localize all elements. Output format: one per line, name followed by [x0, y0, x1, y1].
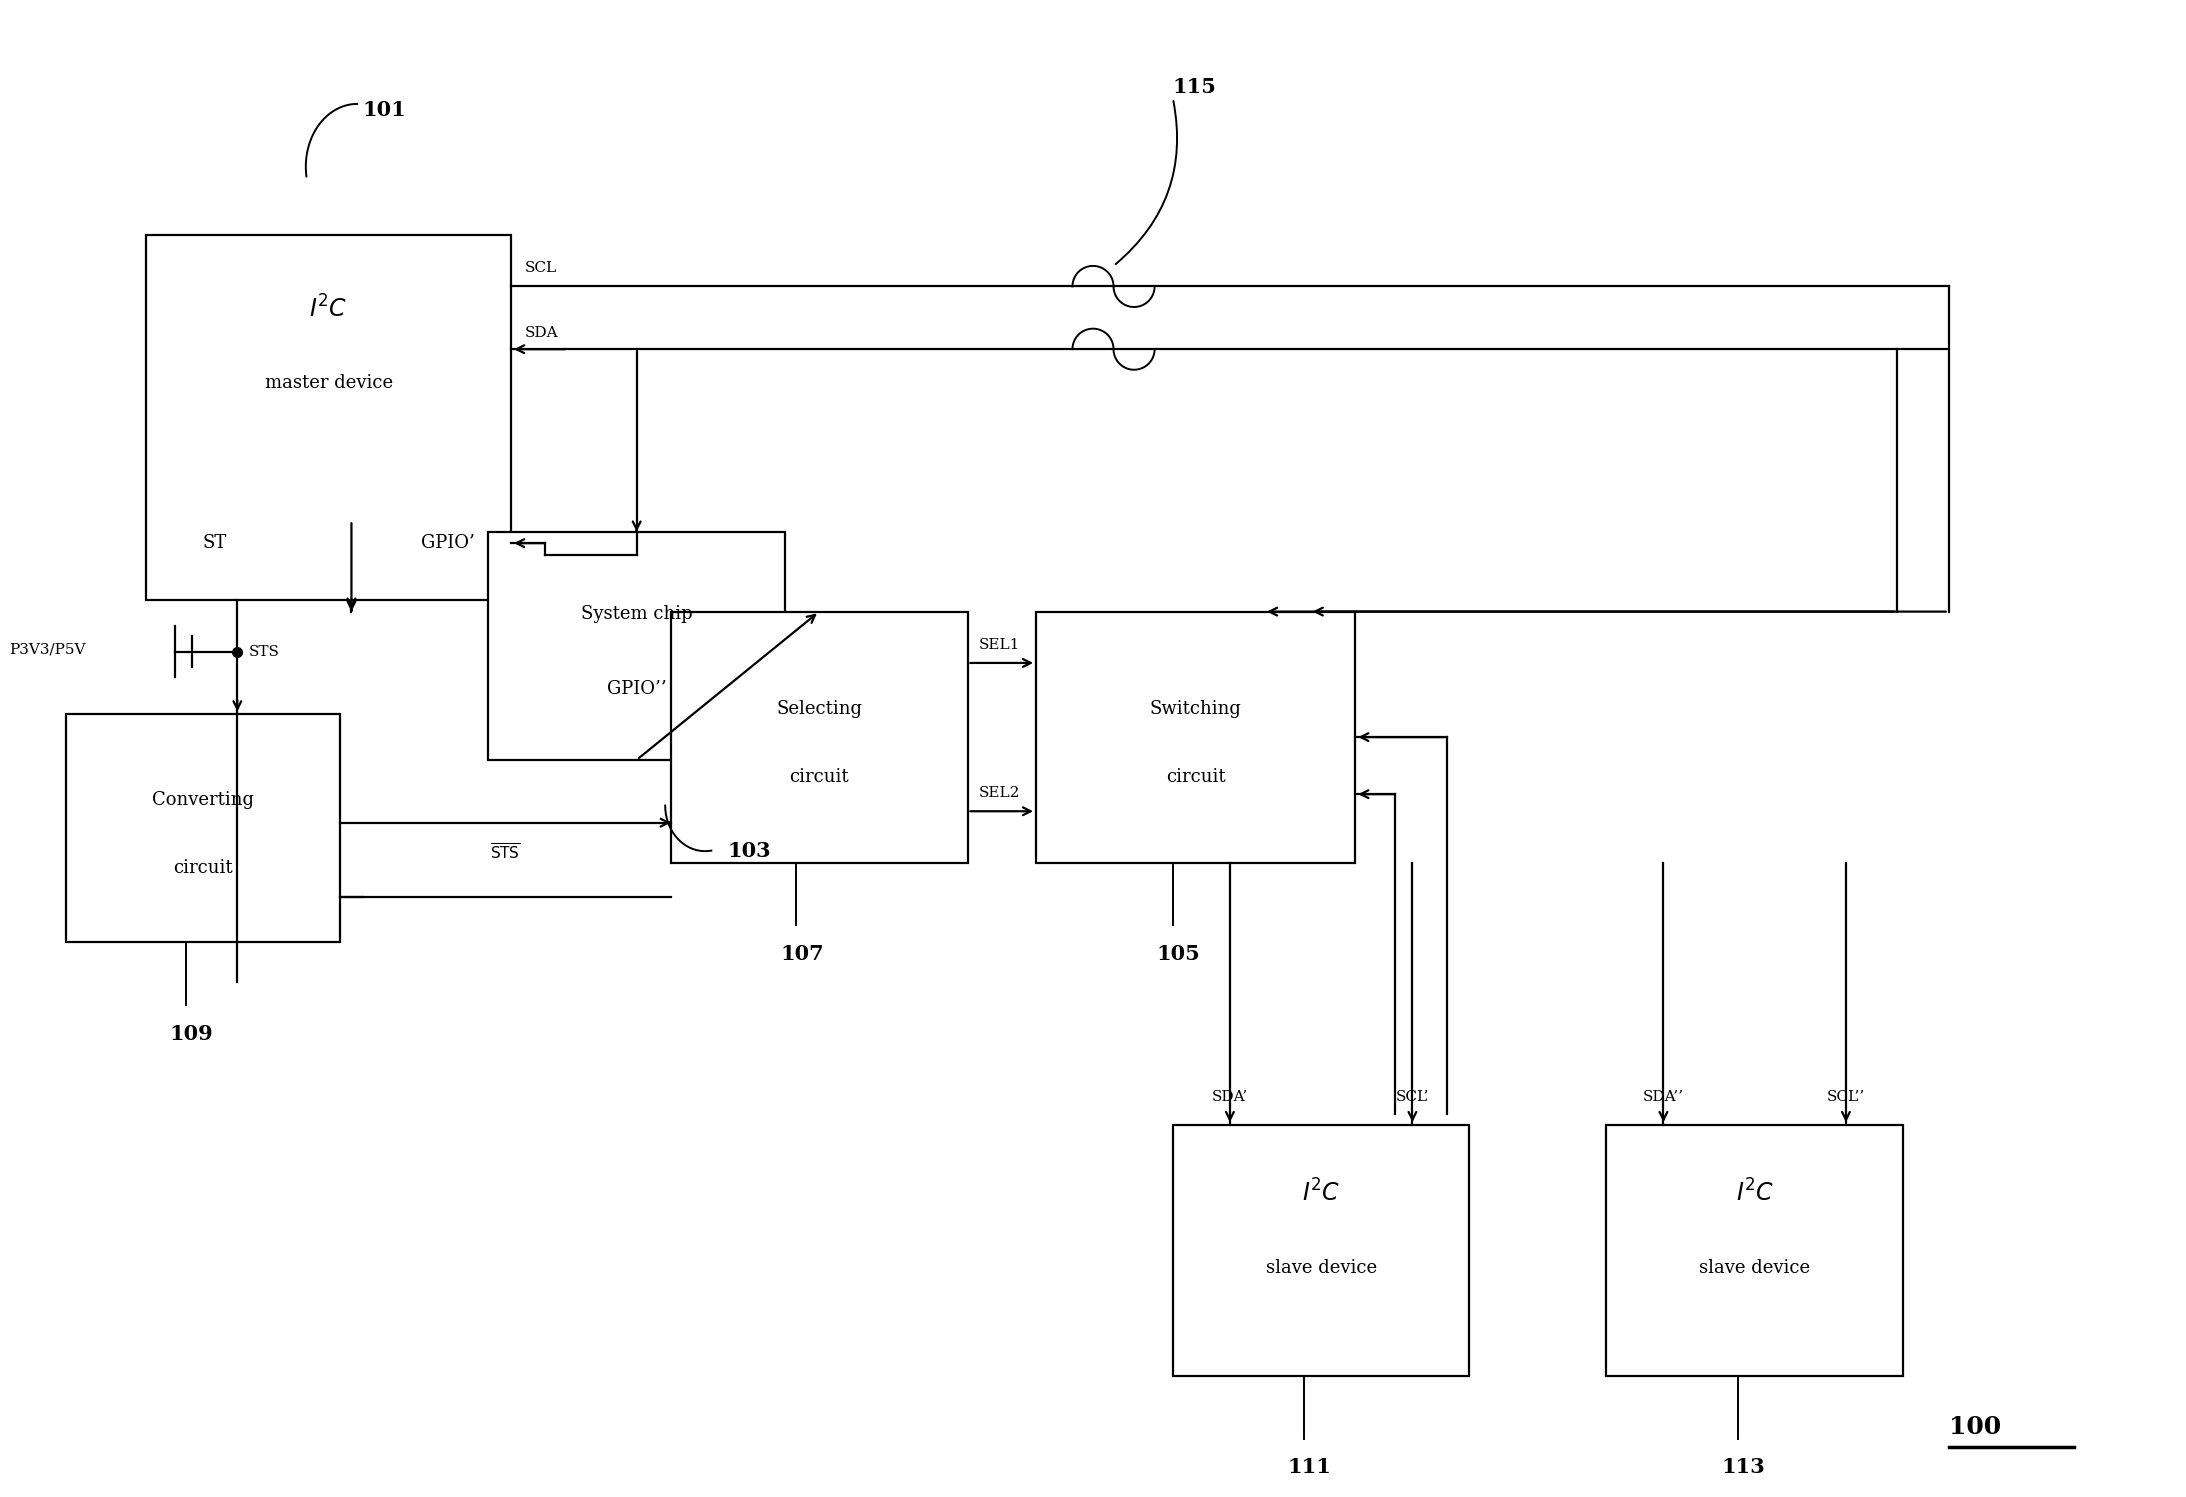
Text: 113: 113: [1720, 1457, 1764, 1478]
Text: SCL’’: SCL’’: [1827, 1090, 1865, 1105]
Text: $\overline{\mathrm{STS}}$: $\overline{\mathrm{STS}}$: [490, 843, 520, 864]
Bar: [146, 235, 512, 600]
Text: SCL: SCL: [525, 260, 557, 275]
Text: circuit: circuit: [173, 859, 234, 877]
Text: 111: 111: [1288, 1457, 1331, 1478]
Text: 101: 101: [363, 100, 407, 120]
Text: Switching: Switching: [1150, 699, 1242, 717]
Text: 115: 115: [1174, 76, 1218, 97]
Bar: [1036, 612, 1355, 862]
Bar: [1174, 1124, 1469, 1376]
Text: circuit: circuit: [1165, 768, 1226, 786]
Text: 109: 109: [171, 1024, 214, 1043]
Text: GPIO’: GPIO’: [422, 534, 474, 552]
Text: STS: STS: [249, 645, 280, 659]
Bar: [487, 531, 785, 760]
Bar: [671, 612, 968, 862]
Text: 103: 103: [728, 841, 772, 861]
Text: SDA’’: SDA’’: [1644, 1090, 1683, 1105]
Text: SCL’: SCL’: [1395, 1090, 1430, 1105]
Text: SDA’: SDA’: [1211, 1090, 1248, 1105]
Text: SEL1: SEL1: [979, 638, 1021, 651]
Text: $\mathit{I}^2\mathit{C}$: $\mathit{I}^2\mathit{C}$: [310, 296, 348, 323]
Text: 105: 105: [1156, 943, 1200, 964]
Text: SDA: SDA: [525, 326, 557, 340]
Text: master device: master device: [265, 374, 393, 392]
Text: Converting: Converting: [153, 790, 254, 808]
Text: $\mathit{I}^2\mathit{C}$: $\mathit{I}^2\mathit{C}$: [1736, 1180, 1773, 1207]
Text: ST: ST: [203, 534, 227, 552]
Text: Selecting: Selecting: [776, 699, 861, 717]
Text: 107: 107: [780, 943, 824, 964]
Text: circuit: circuit: [789, 768, 848, 786]
Text: GPIO’’: GPIO’’: [608, 680, 667, 698]
Text: 100: 100: [1948, 1415, 2000, 1439]
Text: P3V3/P5V: P3V3/P5V: [9, 642, 85, 656]
Text: System chip: System chip: [581, 605, 693, 623]
Text: slave device: slave device: [1266, 1259, 1377, 1277]
Text: SEL2: SEL2: [979, 786, 1021, 799]
Bar: [66, 714, 341, 943]
Bar: [1607, 1124, 1904, 1376]
Text: slave device: slave device: [1699, 1259, 1810, 1277]
Text: $\mathit{I}^2\mathit{C}$: $\mathit{I}^2\mathit{C}$: [1303, 1180, 1340, 1207]
